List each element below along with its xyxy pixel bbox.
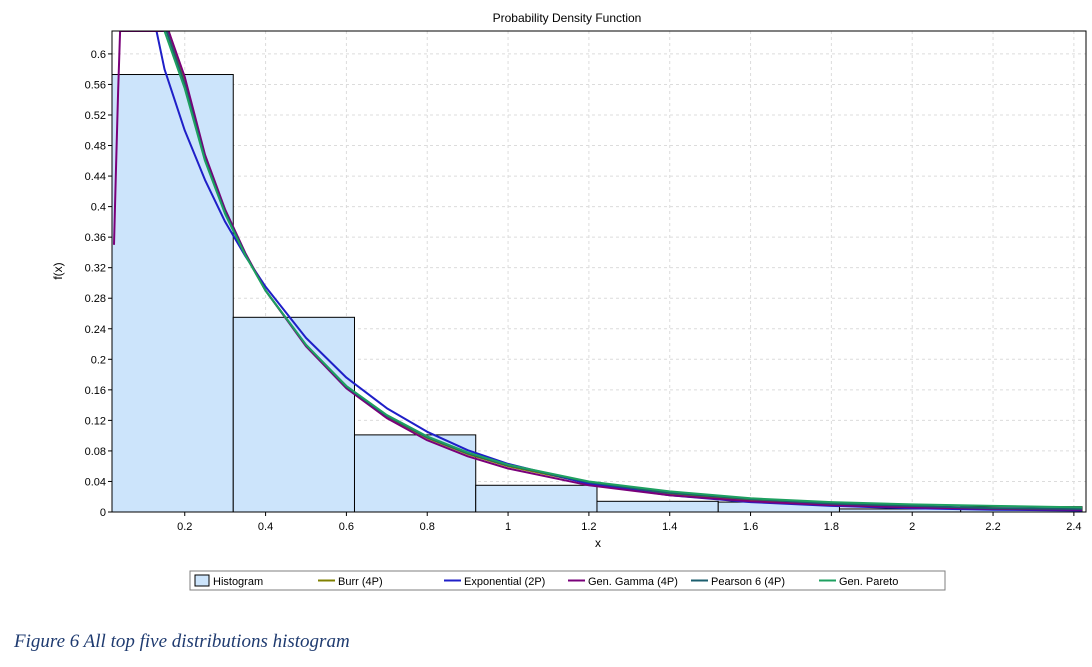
y-tick-label: 0.52 (85, 110, 106, 122)
x-tick-label: 0.2 (177, 521, 192, 533)
axes: 0.2 0.4 0.6 0.8 1 1.2 1.4 1.6 1.8 2 2.2 2.4 0 0.04 0.0… (85, 30, 1087, 533)
legend-label-histogram: Histogram (213, 576, 263, 588)
series-line-5 (163, 31, 1083, 509)
x-axis-label: x (595, 536, 601, 550)
x-tick-label: 1.8 (824, 521, 839, 533)
legend-label-series-2: Exponential (2P) (464, 576, 545, 588)
x-tick-label: 1 (505, 521, 511, 533)
legend: Histogram Burr (4P) Exponential (2P) Gen. G… (189, 570, 946, 591)
y-tick-label: 0.6 (91, 49, 106, 61)
x-tick-label: 1.2 (581, 521, 596, 533)
y-tick-label: 0.36 (85, 232, 106, 244)
plot-frame (111, 30, 1087, 513)
y-tick-label: 0.2 (91, 354, 106, 366)
histogram-bar (232, 316, 355, 513)
y-tick-label: 0.08 (85, 446, 106, 458)
histogram-bars (111, 74, 1083, 513)
y-tick-label: 0.32 (85, 263, 106, 275)
chart-title: Probability Density Function (493, 11, 642, 25)
y-tick-label: 0.24 (85, 324, 106, 336)
y-tick-label: 0.48 (85, 141, 106, 153)
x-tick-label: 1.4 (662, 521, 677, 533)
legend-label-series-1: Burr (4P) (338, 576, 383, 588)
histogram-bar (596, 500, 719, 513)
legend-label-series-3: Gen. Gamma (4P) (588, 576, 678, 588)
y-tick-label: 0 (100, 507, 106, 519)
figure-caption: Figure 6 All top five distributions hist… (14, 631, 350, 652)
y-tick-label: 0.4 (91, 202, 106, 214)
legend-swatch-histogram (194, 574, 210, 587)
x-tick-label: 0.4 (258, 521, 273, 533)
legend-label-series-5: Gen. Pareto (839, 576, 898, 588)
y-tick-label: 0.28 (85, 293, 106, 305)
x-tick-label: 2.4 (1066, 521, 1081, 533)
y-axis-label: f(x) (51, 262, 65, 279)
y-tick-label: 0.04 (85, 476, 106, 488)
histogram-bar (475, 484, 598, 513)
legend-label-series-4: Pearson 6 (4P) (711, 576, 785, 588)
y-tick-label: 0.12 (85, 415, 106, 427)
x-tick-label: 1.6 (743, 521, 758, 533)
y-tick-label: 0.56 (85, 79, 106, 91)
y-tick-label: 0.44 (85, 171, 106, 183)
series-line-3 (113, 31, 1083, 511)
x-tick-label: 2.2 (985, 521, 1000, 533)
legend-box (189, 570, 946, 591)
distribution-curves (113, 31, 1083, 512)
x-tick-label: 2 (909, 521, 915, 533)
pdf-chart: Probability Density Function 0.2 0.4 0.6 0.… (51, 11, 1087, 591)
x-tick-label: 0.6 (339, 521, 354, 533)
y-tick-label: 0.16 (85, 385, 106, 397)
x-tick-label: 0.8 (420, 521, 435, 533)
histogram-bar (111, 74, 234, 513)
